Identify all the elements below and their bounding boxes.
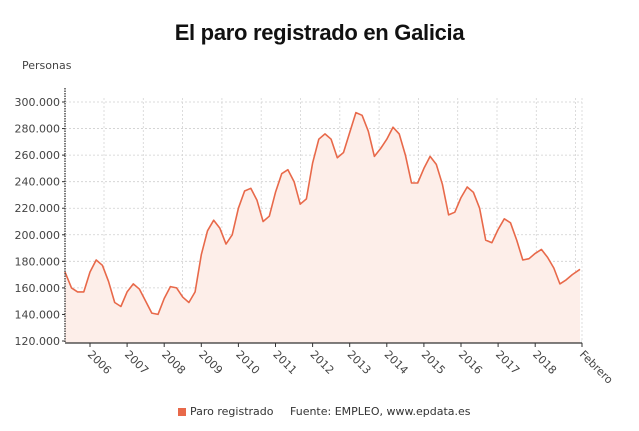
- legend-label: Paro registrado: [190, 405, 274, 418]
- chart-title: El paro registrado en Galicia: [174, 20, 465, 45]
- y-tick-label: 260.000: [15, 149, 61, 162]
- legend[interactable]: Paro registrado: [178, 405, 274, 418]
- data-line: [64, 111, 581, 316]
- y-tick-label: 180.000: [15, 255, 61, 268]
- y-tick-label: 220.000: [15, 202, 61, 215]
- y-tick-label: 140.000: [15, 308, 61, 321]
- x-tick-label: Febrero: [577, 348, 616, 387]
- x-tick-label: 2018: [530, 348, 559, 377]
- x-tick-label: 2007: [122, 348, 151, 377]
- y-axis-ticks: 120.000 140.000 160.000 180.000 200.000 220.0…: [15, 96, 65, 348]
- y-tick-label: 240.000: [15, 176, 61, 189]
- y-axis-unit-label: Personas: [22, 59, 72, 72]
- x-tick-label: 2017: [493, 348, 522, 377]
- x-tick-label: 2008: [159, 348, 188, 377]
- y-tick-label: 160.000: [15, 282, 61, 295]
- source-note: Fuente: EMPLEO, www.epdata.es: [290, 405, 471, 418]
- y-tick-label: 120.000: [15, 335, 61, 348]
- x-tick-label: 2012: [307, 348, 336, 377]
- x-tick-label: 2009: [196, 348, 225, 377]
- x-axis-ticks: 2006 2007 2008 2009 2010 2011 2012 2013 2014 2015…: [85, 343, 616, 387]
- x-tick-label: 2014: [382, 348, 411, 377]
- x-tick-label: 2015: [419, 348, 448, 377]
- y-tick-label: 300.000: [15, 96, 61, 109]
- x-tick-label: 2010: [233, 348, 262, 377]
- x-tick-label: 2011: [270, 348, 299, 377]
- y-tick-label: 200.000: [15, 229, 61, 242]
- x-tick-label: 2006: [85, 348, 114, 377]
- axes: [64, 88, 582, 344]
- legend-swatch-icon: [178, 407, 186, 416]
- area-fill: [65, 112, 580, 343]
- x-tick-label: 2013: [345, 348, 374, 377]
- y-tick-label: 280.000: [15, 123, 61, 136]
- x-tick-label: 2016: [456, 348, 485, 377]
